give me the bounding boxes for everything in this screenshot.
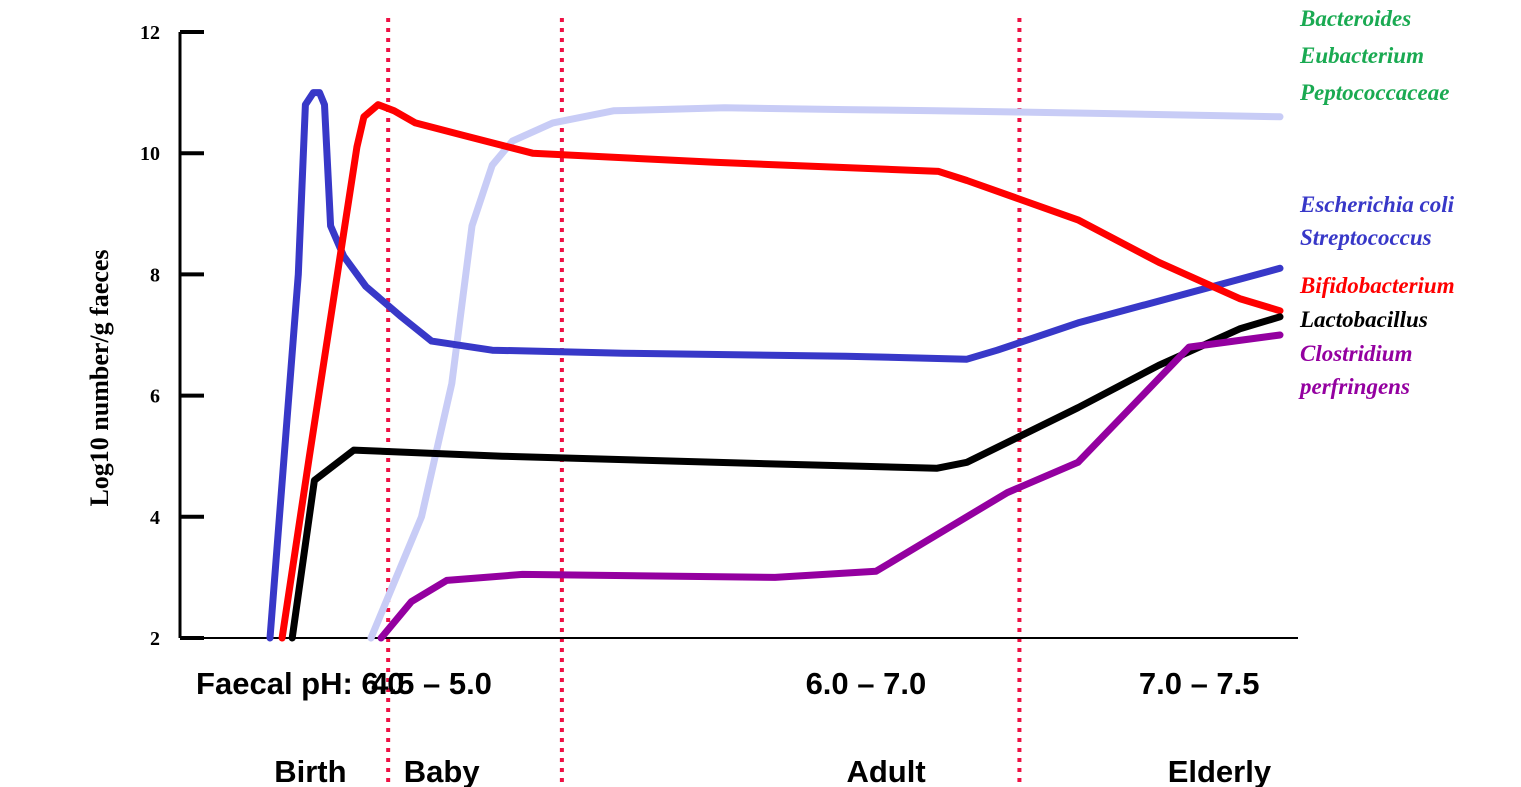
series-lines xyxy=(266,89,1284,642)
life-stage-label: Adult xyxy=(846,754,925,787)
y-axis-label: Log10 number/g faeces xyxy=(85,249,114,506)
life-stage-labels: Birth Baby Adult Elderly xyxy=(274,754,1272,787)
legend: Bacteroides Eubacterium Peptococcaceae Esch… xyxy=(1298,6,1455,399)
chart-axes xyxy=(178,32,1298,639)
life-stage-label: Baby xyxy=(404,754,481,787)
series-line-clostridium-perfringens xyxy=(377,331,1284,642)
faecal-ph-label: 7.0 – 7.5 xyxy=(1139,666,1260,701)
legend-entry: Clostridium xyxy=(1300,341,1412,366)
legend-entry: Lactobacillus xyxy=(1299,307,1428,332)
y-ticks: 2 4 6 8 10 12 xyxy=(140,22,204,650)
series-line-escherichia-coli-streptococcus xyxy=(266,89,1284,642)
legend-entry: Bifidobacterium xyxy=(1299,273,1455,298)
y-tick-label: 2 xyxy=(150,628,160,650)
y-tick-label: 10 xyxy=(140,143,160,165)
series-line-bifidobacterium xyxy=(278,101,1284,642)
legend-entry: Bacteroides xyxy=(1299,6,1411,31)
faecal-ph-label: Faecal pH: 6.0 xyxy=(196,666,404,701)
stage-dividers xyxy=(386,18,1022,787)
life-stage-label: Birth xyxy=(274,754,346,787)
legend-entry: perfringens xyxy=(1298,374,1410,399)
faecal-ph-label: 4.5 – 5.0 xyxy=(371,666,492,701)
y-tick-label: 8 xyxy=(150,264,160,286)
y-tick-label: 6 xyxy=(150,386,160,408)
legend-entry: Escherichia coli xyxy=(1299,192,1455,217)
series-line-lactobacillus xyxy=(288,313,1284,642)
faecal-ph-labels: Faecal pH: 6.04.5 – 5.0 6.0 – 7.0 7.0 – 7.… xyxy=(196,666,1259,701)
legend-entry: Peptococcaceae xyxy=(1299,80,1449,105)
y-tick-label: 12 xyxy=(140,22,160,44)
series-line-bacteroides-eubacterium-peptococcaceae xyxy=(367,104,1284,642)
faecal-ph-label: 6.0 – 7.0 xyxy=(806,666,927,701)
y-tick-label: 4 xyxy=(150,507,160,529)
legend-entry: Streptococcus xyxy=(1300,225,1432,250)
life-stage-label: Elderly xyxy=(1168,754,1272,787)
legend-entry: Eubacterium xyxy=(1299,43,1424,68)
